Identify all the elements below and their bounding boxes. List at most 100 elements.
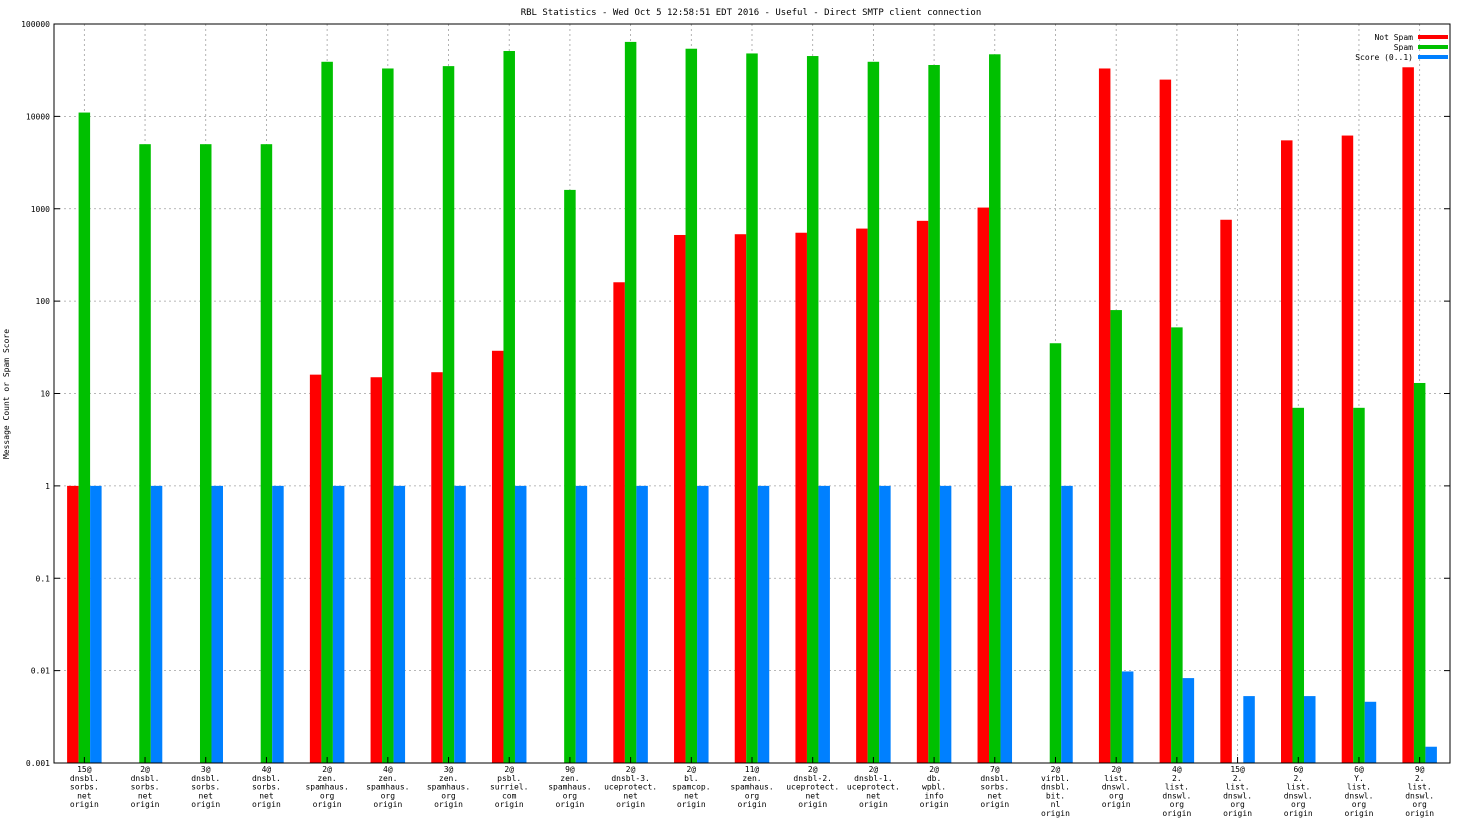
bar-not-spam [1159, 79, 1172, 763]
y-tick-label: 100 [36, 297, 51, 306]
y-tick-label: 0.001 [26, 759, 50, 768]
bar-spam [685, 48, 698, 763]
x-tick-label: 3@ zen. spamhaus. org origin [427, 765, 470, 809]
y-tick-label: 100000 [21, 20, 50, 29]
x-tick-label: 4@ zen. spamhaus. org origin [366, 765, 409, 809]
y-tick-label: 1 [45, 482, 50, 491]
x-tick-label: 2@ list. dnswl. org origin [1102, 765, 1131, 809]
bar-not-spam [1098, 68, 1111, 763]
x-tick-label: 2@ psbl. surriel. com origin [490, 765, 529, 809]
bar-score-0-1 [1061, 485, 1073, 763]
legend-label: Score (0..1) [1355, 53, 1413, 62]
x-tick-label: 15@ 2. list. dnswl. org origin [1223, 765, 1252, 818]
bar-score-0-1 [1182, 678, 1195, 763]
bar-score-0-1 [150, 485, 163, 763]
x-tick-label: 2@ dnsbl. sorbs. net origin [131, 765, 160, 809]
bar-not-spam [491, 350, 504, 763]
bar-spam [928, 64, 940, 763]
legend-label: Spam [1394, 43, 1413, 52]
bar-not-spam [734, 234, 747, 763]
legend-swatch [1418, 45, 1448, 49]
bar-score-0-1 [1364, 701, 1377, 763]
x-tick-label: 2@ dnsbl-3. uceprotect. net origin [604, 765, 657, 809]
bar-not-spam [795, 232, 807, 763]
bar-spam [989, 54, 1001, 763]
bar-not-spam [1402, 67, 1414, 763]
x-tick-label: 2@ virbl. dnsbl. bit. nl origin [1041, 765, 1070, 818]
bar-score-0-1 [454, 485, 466, 763]
bar-spam [1171, 327, 1183, 763]
bar-spam [199, 144, 212, 764]
bar-score-0-1 [272, 485, 284, 763]
bar-not-spam [370, 377, 383, 763]
x-tick-label: 2@ dnsbl-1. uceprotect. net origin [847, 765, 900, 809]
bar-not-spam [1341, 135, 1354, 764]
bar-score-0-1 [1121, 671, 1134, 763]
bar-score-0-1 [757, 485, 770, 763]
x-tick-label: 7@ dnsbl. sorbs. net origin [980, 765, 1009, 809]
bar-spam [564, 189, 576, 763]
bar-spam [867, 61, 880, 764]
x-tick-label: 6@ Y. list. dnswl. org origin [1345, 765, 1374, 818]
bar-spam [1049, 343, 1062, 763]
bar-score-0-1 [514, 485, 527, 763]
x-tick-label: 2@ bl. spamcop. net origin [672, 765, 711, 809]
legend-swatch [1418, 35, 1448, 39]
bar-not-spam [1281, 140, 1293, 763]
bar-score-0-1 [1304, 696, 1316, 763]
bar-not-spam [856, 228, 868, 764]
x-tick-label: 4@ 2. list. dnswl. org origin [1162, 765, 1191, 818]
bar-score-0-1 [90, 485, 102, 763]
bar-score-0-1 [1000, 485, 1013, 763]
bar-spam [139, 144, 151, 764]
bar-not-spam [977, 207, 990, 764]
bar-score-0-1 [1425, 746, 1437, 763]
y-axis-ticks: 0.001 0.01 0.1 1 10 100 1000 10000 100000 [21, 20, 1450, 768]
bar-score-0-1 [697, 485, 709, 763]
x-axis-ticks: 15@ dnsbl. sorbs. net origin 2@ dnsbl. sorbs. ne… [70, 757, 1434, 818]
x-tick-label: 3@ dnsbl. sorbs. net origin [191, 765, 220, 809]
x-tick-label: 2@ zen. spamhaus. org origin [305, 765, 348, 809]
bar-spam [1413, 382, 1426, 763]
x-tick-label: 2@ dnsbl-2. uceprotect. net origin [786, 765, 839, 809]
bar-not-spam [916, 220, 929, 764]
y-tick-label: 1000 [31, 205, 50, 214]
bar-spam [806, 56, 819, 764]
bar-spam [321, 61, 333, 764]
bar-score-0-1 [1243, 696, 1255, 763]
bar-not-spam [1220, 219, 1232, 764]
x-tick-label: 6@ 2. list. dnswl. org origin [1284, 765, 1313, 818]
bar-score-0-1 [393, 485, 406, 763]
bar-spam [624, 41, 637, 764]
bar-layer [67, 41, 1437, 764]
bar-score-0-1 [211, 485, 223, 763]
bar-not-spam [67, 485, 79, 763]
y-tick-label: 0.1 [36, 574, 51, 583]
bar-spam [78, 112, 91, 764]
bar-spam [260, 144, 273, 764]
bar-spam [1292, 407, 1305, 763]
bar-not-spam [613, 282, 625, 763]
x-tick-label: 9@ zen. spamhaus. org origin [548, 765, 591, 809]
bar-score-0-1 [636, 485, 648, 763]
legend-label: Not Spam [1374, 33, 1413, 42]
x-tick-label: 2@ db. wpbl. info origin [920, 765, 949, 809]
y-axis-label: Message Count or Spam Score [2, 329, 11, 459]
chart-title: RBL Statistics - Wed Oct 5 12:58:51 EDT … [521, 8, 982, 18]
y-tick-label: 10000 [26, 112, 50, 121]
bar-score-0-1 [939, 485, 952, 763]
legend-swatch [1418, 55, 1448, 59]
y-tick-label: 10 [40, 390, 50, 399]
x-tick-label: 9@ 2. list. dnswl. org origin [1405, 765, 1434, 818]
bar-spam [442, 66, 455, 764]
y-tick-label: 0.01 [31, 667, 50, 676]
bar-score-0-1 [879, 485, 891, 763]
bar-score-0-1 [575, 485, 588, 763]
bar-score-0-1 [818, 485, 830, 763]
bar-spam [382, 68, 394, 763]
bar-not-spam [674, 234, 686, 763]
x-tick-label: 4@ dnsbl. sorbs. net origin [252, 765, 281, 809]
bar-spam [503, 51, 515, 764]
